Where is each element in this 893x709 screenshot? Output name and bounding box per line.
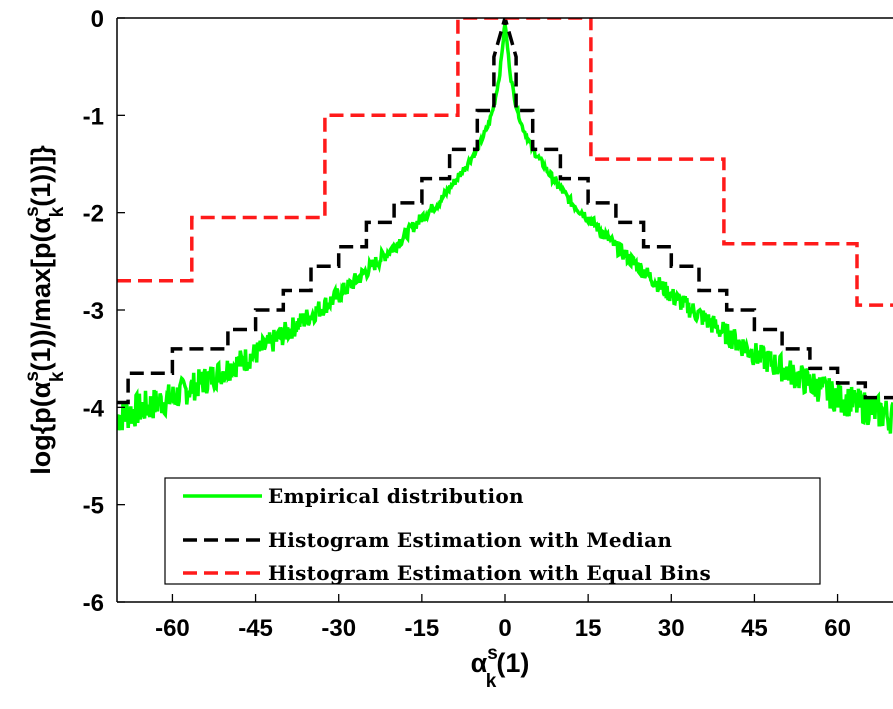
x-tick-label: -60 xyxy=(155,615,190,642)
legend-box xyxy=(164,477,821,585)
legend-label-equal-bins: Histogram Estimation with Equal Bins xyxy=(268,561,711,585)
legend: Empirical distribution Histogram Estimat… xyxy=(164,477,821,585)
series-empirical-distribution xyxy=(117,23,893,434)
plot-area xyxy=(117,18,893,434)
x-tick-label: -45 xyxy=(238,615,273,642)
series-histogram-median xyxy=(117,18,893,405)
y-axis-label: log{p(αs k(1))/max[p(αs k(1))]} xyxy=(22,145,68,475)
y-tick-label: -4 xyxy=(83,395,105,422)
x-tick-label: 60 xyxy=(824,615,851,642)
x-tick-label: 45 xyxy=(741,615,768,642)
y-tick-label: -2 xyxy=(83,201,104,228)
x-tick-label: -30 xyxy=(321,615,356,642)
x-tick-label: 15 xyxy=(575,615,602,642)
x-tick-label: 0 xyxy=(498,615,511,642)
legend-label-median: Histogram Estimation with Median xyxy=(268,528,672,552)
series-histogram-equal-bins xyxy=(117,18,893,307)
y-tick-label: -6 xyxy=(83,590,104,617)
y-ticks: 0 -1 -2 -3 -4 -5 -6 xyxy=(83,6,125,617)
x-ticks: -60 -45 -30 -15 0 15 30 45 60 xyxy=(155,594,851,642)
legend-label-empirical: Empirical distribution xyxy=(268,484,524,508)
y-tick-label: -1 xyxy=(83,103,104,130)
y-tick-label: -3 xyxy=(83,298,104,325)
x-tick-label: -15 xyxy=(405,615,440,642)
y-tick-label: 0 xyxy=(91,6,104,33)
y-tick-label: -5 xyxy=(83,493,104,520)
x-tick-label: 30 xyxy=(658,615,685,642)
x-axis-label: αs k(1) xyxy=(471,643,530,692)
